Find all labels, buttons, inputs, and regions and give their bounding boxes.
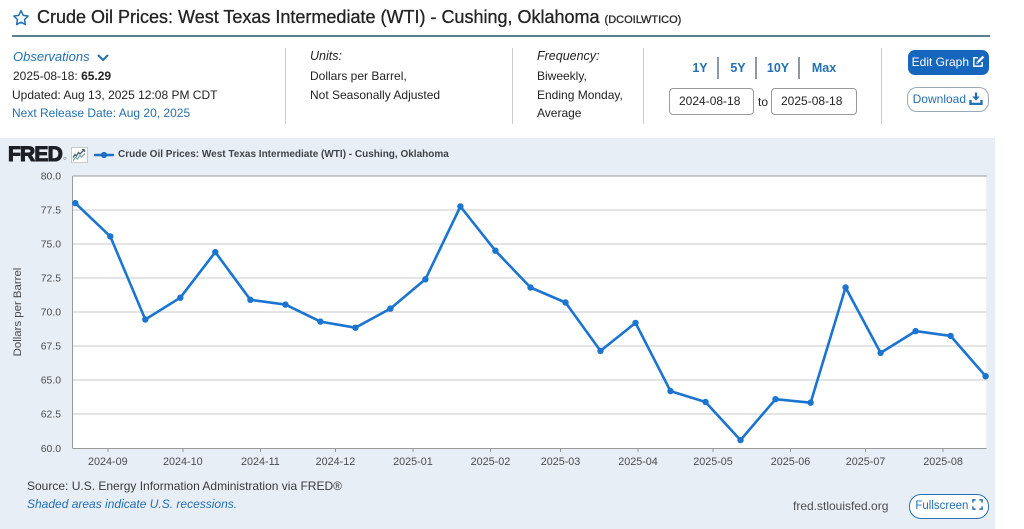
- svg-text:2025-04: 2025-04: [618, 456, 658, 468]
- svg-text:67.5: 67.5: [41, 342, 61, 353]
- svg-text:65.0: 65.0: [41, 376, 61, 387]
- svg-text:2025-03: 2025-03: [541, 456, 581, 468]
- svg-text:2025-02: 2025-02: [471, 456, 511, 468]
- svg-text:2024-10: 2024-10: [163, 456, 203, 468]
- svg-text:2024-11: 2024-11: [241, 456, 280, 468]
- svg-text:2025-08: 2025-08: [923, 456, 963, 468]
- svg-text:Dollars per Barrel: Dollars per Barrel: [12, 268, 24, 357]
- svg-text:70.0: 70.0: [41, 308, 61, 319]
- svg-text:62.5: 62.5: [41, 410, 61, 421]
- svg-text:2025-05: 2025-05: [693, 456, 733, 468]
- svg-text:2024-12: 2024-12: [316, 456, 356, 468]
- svg-text:60.0: 60.0: [41, 444, 61, 455]
- svg-text:80.0: 80.0: [41, 171, 61, 182]
- svg-text:2025-06: 2025-06: [771, 456, 811, 468]
- svg-text:75.0: 75.0: [41, 239, 61, 250]
- svg-text:2025-01: 2025-01: [393, 456, 433, 468]
- svg-text:2025-07: 2025-07: [846, 456, 886, 468]
- svg-text:77.5: 77.5: [41, 205, 61, 216]
- svg-text:2024-09: 2024-09: [88, 456, 128, 468]
- svg-text:72.5: 72.5: [41, 274, 61, 285]
